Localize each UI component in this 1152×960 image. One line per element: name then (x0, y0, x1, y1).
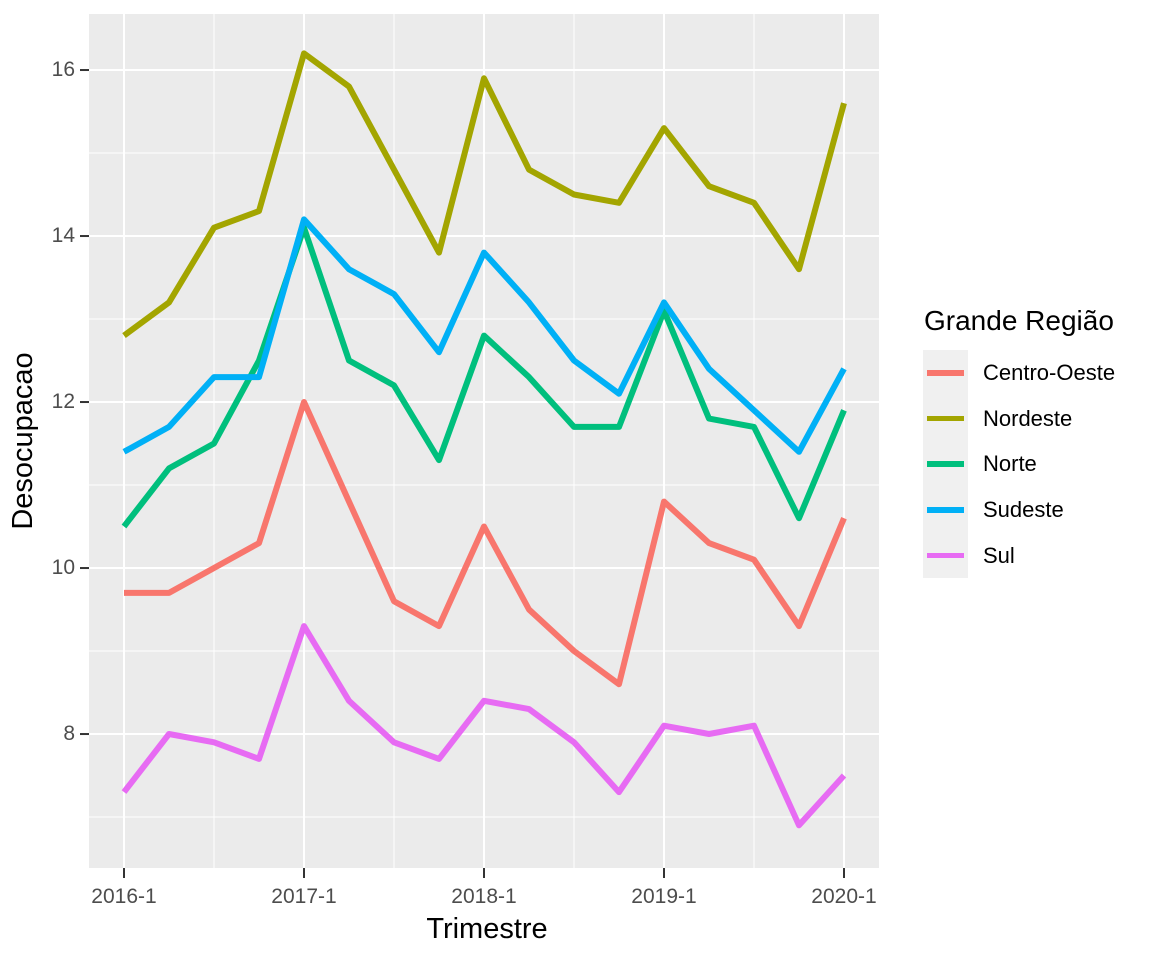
legend-key-line-icon (927, 370, 964, 376)
legend-key-swatch (923, 350, 968, 396)
legend-key-swatch (923, 395, 968, 442)
legend-entry-norte: Norte (923, 441, 1115, 488)
y-tick-label: 16 (51, 58, 75, 82)
series-line-nordeste (122, 50, 847, 339)
legend-key-line-icon (927, 552, 964, 559)
legend-label: Centro-Oeste (983, 359, 1116, 385)
y-tick-label: 10 (51, 556, 75, 580)
legend-label: Norte (983, 451, 1037, 477)
legend-key-line-icon (927, 415, 964, 422)
x-axis-title: Trimestre (426, 913, 548, 945)
legend-entries: Centro-Oeste Nordeste Norte Sudeste Sul (923, 350, 1115, 579)
legend-label: Nordeste (983, 405, 1073, 431)
legend-entry-sudeste: Sudeste (923, 487, 1115, 533)
y-tick-label: 14 (51, 224, 75, 248)
legend-entry-sul: Sul (923, 532, 1115, 579)
legend-key-swatch (923, 487, 968, 533)
x-tick-label: 2016-1 (91, 885, 157, 908)
x-tick-label: 2018-1 (451, 885, 517, 908)
legend: Grande Região Centro-Oeste Nordeste Norte S… (923, 304, 1115, 579)
legend-label: Sudeste (983, 496, 1064, 522)
legend-label: Sul (983, 542, 1015, 568)
legend-title: Grande Região (924, 305, 1114, 336)
x-tick-label: 2020-1 (811, 885, 877, 908)
series-line-norte (121, 224, 847, 529)
y-tick-label: 12 (51, 390, 75, 414)
x-tick-label: 2017-1 (271, 885, 337, 908)
series-line-sudeste (122, 216, 847, 455)
legend-key-line-icon (927, 507, 964, 513)
y-axis-title: Desocupacao (7, 352, 39, 530)
series-line-centro-oeste (124, 399, 847, 688)
series-line-sul (121, 623, 847, 829)
legend-key-swatch (923, 532, 968, 579)
legend-key-line-icon (927, 461, 964, 467)
legend-key-swatch (923, 441, 968, 488)
y-tick-label: 8 (63, 722, 75, 746)
legend-entry-nordeste: Nordeste (923, 395, 1115, 442)
legend-entry-centro-oeste: Centro-Oeste (923, 350, 1115, 396)
x-tick-label: 2019-1 (631, 885, 697, 908)
